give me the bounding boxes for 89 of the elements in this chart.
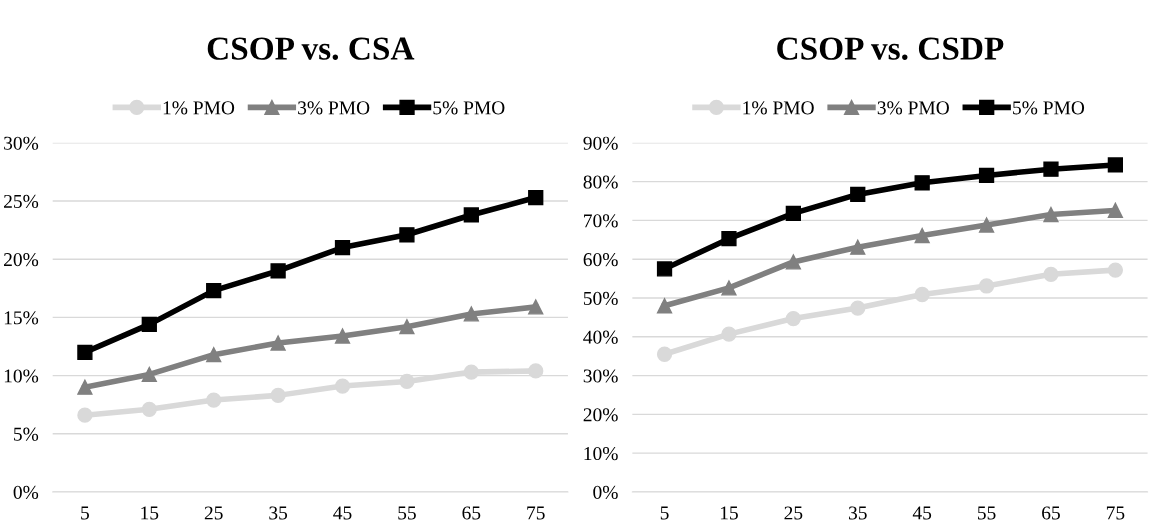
y-tick-label: 40% (583, 330, 618, 344)
point (785, 205, 801, 222)
point (978, 217, 995, 233)
y-tick-label: 10% (584, 446, 618, 461)
point (850, 239, 866, 255)
point (270, 263, 286, 279)
point (334, 378, 351, 394)
point (1043, 206, 1059, 223)
point (206, 282, 222, 299)
point (1043, 266, 1059, 282)
y-tick-label: 20% (4, 253, 39, 267)
chart-title: CSOP vs. CSDP (777, 37, 1004, 60)
point (785, 310, 801, 327)
legend-label: 1% PMO (743, 101, 814, 115)
y-tick-label: 80% (583, 175, 618, 189)
y-tick-label: 10% (4, 369, 39, 383)
point (528, 299, 544, 315)
point (206, 347, 222, 363)
point (206, 392, 222, 408)
point (141, 366, 157, 383)
y-tick-label: 0% (13, 485, 39, 499)
y-tick-label: 25% (4, 194, 39, 209)
point (978, 167, 995, 184)
point (656, 346, 673, 362)
x-tick-label: 55 (398, 506, 416, 520)
point (1043, 161, 1059, 177)
point (270, 335, 286, 351)
point (77, 344, 93, 360)
legend-label: 5% PMO (1013, 101, 1085, 115)
point (721, 280, 737, 296)
y-tick-label: 5% (14, 427, 39, 441)
point (656, 261, 673, 277)
point (850, 186, 866, 203)
point (270, 387, 286, 404)
point (914, 286, 930, 303)
x-tick-label: 5 (81, 506, 89, 520)
legend-label: 3% PMO (298, 101, 370, 115)
x-tick-label: 45 (912, 506, 932, 520)
y-tick-label: 70% (584, 214, 618, 228)
legend-label: 5% PMO (433, 101, 505, 115)
y-tick-label: 20% (583, 408, 618, 422)
x-tick-label: 65 (462, 506, 481, 520)
point (77, 407, 93, 423)
y-tick-label: 30% (4, 136, 39, 150)
point (334, 239, 351, 256)
y-tick-label: 30% (583, 369, 618, 383)
point (1107, 157, 1124, 173)
x-tick-label: 25 (784, 506, 803, 520)
legend-label: 1% PMO (163, 101, 235, 115)
y-tick-label: 90% (583, 136, 618, 150)
point (141, 316, 157, 333)
chart-title: CSOP vs. CSA (207, 37, 415, 60)
point (77, 379, 93, 395)
point (656, 298, 673, 314)
point (528, 189, 544, 206)
point (528, 363, 544, 379)
x-tick-label: 5 (660, 506, 669, 520)
point (463, 364, 479, 380)
x-tick-label: 65 (1042, 506, 1060, 520)
x-tick-label: 35 (848, 506, 867, 520)
point (721, 326, 737, 342)
y-tick-label: 50% (583, 291, 618, 305)
point (399, 373, 415, 390)
point (463, 306, 479, 322)
x-tick-label: 15 (720, 506, 738, 520)
point (914, 175, 930, 191)
point (141, 401, 157, 417)
point (914, 227, 930, 244)
point (463, 207, 479, 223)
x-tick-label: 35 (269, 506, 288, 520)
point (334, 328, 351, 344)
point (721, 231, 737, 247)
point (785, 254, 801, 270)
x-tick-label: 45 (333, 506, 352, 520)
x-tick-label: 55 (977, 506, 996, 520)
legend-label: 3% PMO (877, 101, 949, 115)
x-tick-label: 75 (1106, 506, 1125, 520)
point (978, 278, 995, 294)
point (850, 300, 866, 316)
x-tick-label: 25 (204, 506, 223, 520)
y-tick-label: 15% (4, 311, 39, 325)
y-tick-label: 0% (593, 485, 618, 499)
point (399, 319, 415, 335)
x-tick-label: 15 (141, 506, 159, 520)
point (1107, 202, 1124, 218)
y-tick-label: 60% (583, 253, 618, 267)
point (399, 227, 415, 243)
point (1107, 262, 1124, 278)
x-tick-label: 75 (527, 506, 545, 520)
